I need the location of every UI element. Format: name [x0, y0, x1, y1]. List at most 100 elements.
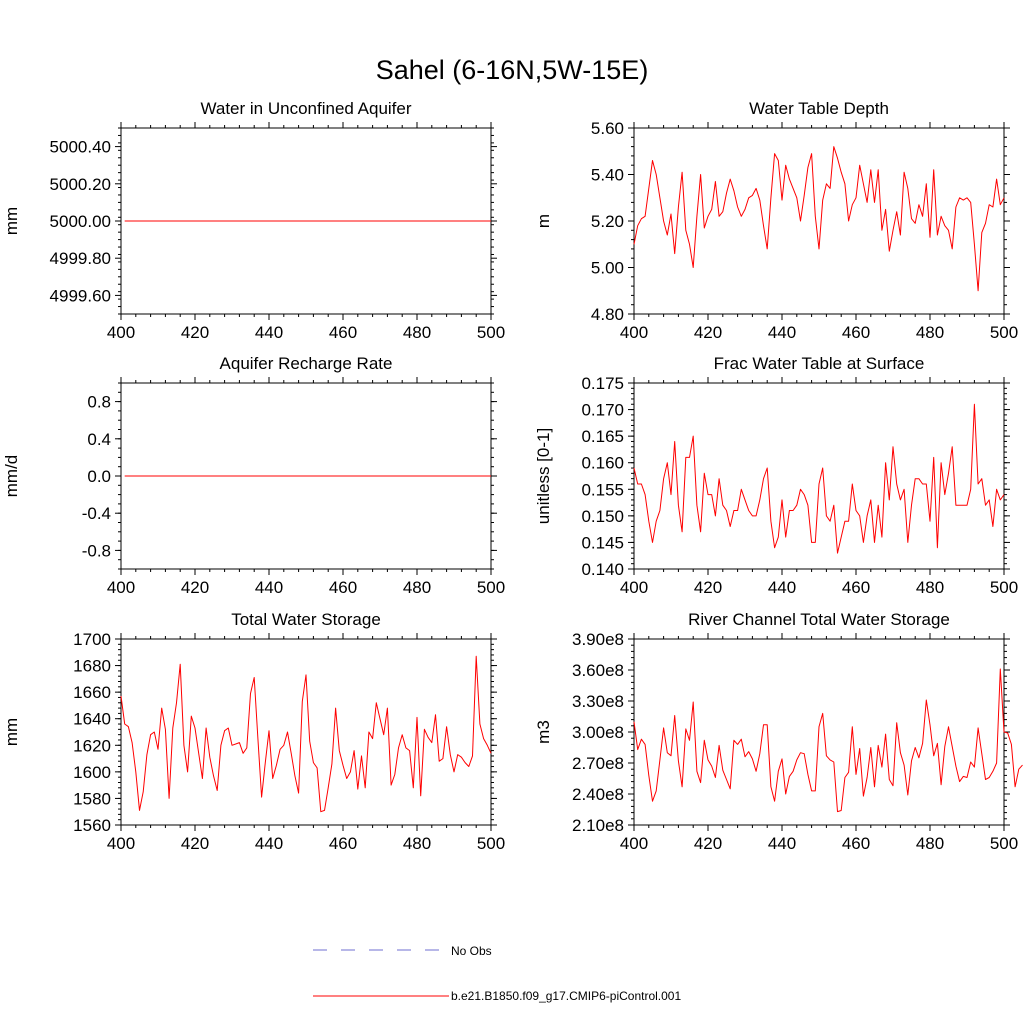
x-tick-label: 420 — [181, 834, 209, 853]
x-tick-label: 440 — [768, 323, 796, 342]
panel-grid: Water in Unconfined Aquifer mm 400 420 440 46… — [2, 99, 1023, 853]
x-tick-label: 400 — [107, 578, 135, 597]
y-tick-label: 0.0 — [87, 467, 111, 486]
x-tick-label: 480 — [403, 834, 431, 853]
y-tick-label: 2.70e8 — [572, 754, 624, 773]
y-tick-label: 3.00e8 — [572, 723, 624, 742]
y-tick-label: 0.160 — [581, 454, 624, 473]
y-tick-label: 4999.80 — [50, 249, 111, 268]
x-tick-label: 440 — [255, 578, 283, 597]
x-tick-label: 460 — [329, 834, 357, 853]
y-axis-label: mm — [2, 718, 21, 746]
x-tick-label: 480 — [916, 578, 944, 597]
y-tick-label: -0.4 — [82, 504, 111, 523]
y-tick-label: 4999.60 — [50, 286, 111, 305]
figure-title: Sahel (6-16N,5W-15E) — [376, 55, 649, 85]
y-tick-label: 5.20 — [591, 212, 624, 231]
panel-title: Aquifer Recharge Rate — [220, 354, 393, 373]
x-tick-label: 500 — [477, 323, 505, 342]
x-tick-label: 440 — [255, 834, 283, 853]
y-axis-label: mm/d — [2, 455, 21, 498]
x-tick-label: 480 — [916, 323, 944, 342]
y-tick-label: 5000.40 — [50, 138, 111, 157]
x-tick-label: 400 — [620, 323, 648, 342]
panel-1: Water in Unconfined Aquifer mm 400 420 440 46… — [2, 99, 505, 342]
y-tick-label: 0.150 — [581, 507, 624, 526]
y-tick-label: 5000.00 — [50, 212, 111, 231]
x-tick-label: 420 — [694, 323, 722, 342]
y-tick-label: 0.8 — [87, 393, 111, 412]
x-tick-label: 460 — [329, 578, 357, 597]
y-tick-label: 0.170 — [581, 401, 624, 420]
panel-title: Water in Unconfined Aquifer — [200, 99, 411, 118]
x-tick-label: 440 — [768, 578, 796, 597]
panel-2: Water Table Depth m 400 420 440 460 480 500 4.80… — [534, 99, 1018, 342]
x-tick-label: 460 — [842, 323, 870, 342]
y-axis-label: m3 — [534, 720, 553, 744]
y-tick-label: 3.30e8 — [572, 692, 624, 711]
panel-6: River Channel Total Water Storage m3 400 42… — [534, 610, 1023, 853]
y-tick-label: 0.175 — [581, 374, 624, 393]
y-axis-label: unitless [0-1] — [534, 428, 553, 524]
y-tick-label: 1640 — [73, 710, 111, 729]
y-tick-label: 4.80 — [591, 305, 624, 324]
x-tick-label: 400 — [107, 323, 135, 342]
x-tick-label: 480 — [403, 578, 431, 597]
y-tick-label: 1660 — [73, 683, 111, 702]
y-tick-label: 5000.20 — [50, 175, 111, 194]
x-tick-label: 420 — [694, 834, 722, 853]
y-tick-label: 1680 — [73, 657, 111, 676]
panel-3: Aquifer Recharge Rate mm/d 400 420 440 460 480… — [2, 354, 505, 597]
y-tick-label: 2.10e8 — [572, 816, 624, 835]
series-line-1 — [633, 146, 1005, 292]
panel-title: Water Table Depth — [749, 99, 889, 118]
y-tick-label: 2.40e8 — [572, 785, 624, 804]
x-tick-label: 460 — [329, 323, 357, 342]
x-tick-label: 500 — [990, 323, 1018, 342]
legend-label-model-run: b.e21.B1850.f09_g17.CMIP6-piControl.001 — [451, 989, 681, 1003]
x-tick-label: 400 — [620, 578, 648, 597]
y-tick-label: 0.155 — [581, 480, 624, 499]
y-tick-label: 1600 — [73, 763, 111, 782]
x-tick-label: 440 — [768, 834, 796, 853]
y-tick-label: 1620 — [73, 736, 111, 755]
x-tick-label: 500 — [990, 834, 1018, 853]
series-line-1 — [633, 668, 1023, 813]
panel-5: Total Water Storage mm 400 420 440 460 480 500 1… — [2, 610, 505, 853]
series-line-1 — [633, 403, 1005, 554]
panel-4: Frac Water Table at Surface unitless [0-1… — [534, 354, 1018, 597]
x-tick-label: 400 — [620, 834, 648, 853]
x-tick-label: 460 — [842, 834, 870, 853]
y-tick-label: 0.145 — [581, 533, 624, 552]
y-tick-label: 3.90e8 — [572, 630, 624, 649]
x-tick-label: 440 — [255, 323, 283, 342]
y-tick-label: 1700 — [73, 630, 111, 649]
y-axis-label: mm — [2, 207, 21, 235]
y-tick-label: 3.60e8 — [572, 661, 624, 680]
x-tick-label: 420 — [181, 323, 209, 342]
plot-frame — [633, 382, 1005, 570]
y-tick-label: 0.165 — [581, 427, 624, 446]
x-tick-label: 420 — [694, 578, 722, 597]
y-tick-label: 5.00 — [591, 259, 624, 278]
panel-title: River Channel Total Water Storage — [688, 610, 950, 629]
x-tick-label: 460 — [842, 578, 870, 597]
y-tick-label: -0.8 — [82, 541, 111, 560]
x-tick-label: 420 — [181, 578, 209, 597]
plot-frame — [633, 127, 1005, 315]
series-line-1 — [120, 655, 492, 813]
panel-title: Total Water Storage — [231, 610, 381, 629]
y-tick-label: 0.140 — [581, 560, 624, 579]
y-tick-label: 5.60 — [591, 119, 624, 138]
x-tick-label: 500 — [477, 578, 505, 597]
plot-frame — [120, 638, 492, 826]
y-tick-label: 0.4 — [87, 430, 111, 449]
x-tick-label: 480 — [916, 834, 944, 853]
x-tick-label: 480 — [403, 323, 431, 342]
y-tick-label: 1580 — [73, 789, 111, 808]
y-axis-label: m — [534, 214, 553, 228]
legend-label-no-obs: No Obs — [451, 944, 492, 958]
panel-title: Frac Water Table at Surface — [714, 354, 925, 373]
y-tick-label: 1560 — [73, 816, 111, 835]
